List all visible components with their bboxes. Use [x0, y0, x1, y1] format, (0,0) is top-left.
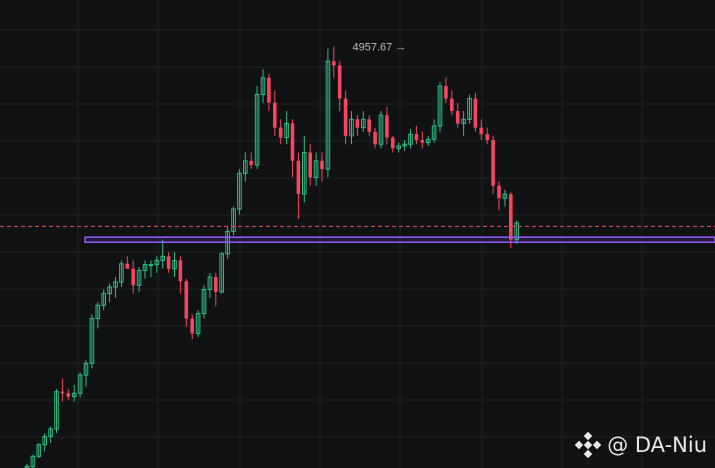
candle-body[interactable] [444, 86, 448, 99]
candle-body[interactable] [431, 125, 437, 140]
candle-body[interactable] [491, 140, 495, 186]
candle-body[interactable] [77, 374, 83, 394]
candle-body[interactable] [296, 160, 301, 195]
candle-body[interactable] [349, 118, 354, 137]
candle-body[interactable] [414, 134, 419, 141]
candle-body[interactable] [142, 264, 148, 271]
candle-body[interactable] [402, 143, 407, 147]
candle-body[interactable] [195, 313, 201, 335]
candle-body[interactable] [190, 318, 194, 334]
candle-body[interactable] [237, 172, 242, 210]
candle-body[interactable] [514, 222, 520, 241]
candle-body[interactable] [373, 131, 377, 145]
candle-body[interactable] [48, 428, 53, 437]
candle-body[interactable] [455, 111, 460, 124]
candle-body[interactable] [450, 98, 454, 112]
candle-series [24, 46, 520, 468]
candle-body[interactable] [172, 259, 177, 270]
candle-body[interactable] [425, 138, 431, 144]
candle-body[interactable] [249, 160, 253, 165]
candle-body[interactable] [467, 98, 472, 120]
candle-body[interactable] [101, 293, 107, 306]
peak-price-label: 4957.67 → [353, 42, 407, 54]
candle-body[interactable] [254, 93, 260, 166]
candle-body[interactable] [60, 391, 65, 394]
candle-body[interactable] [148, 264, 154, 267]
candle-body[interactable] [243, 160, 248, 174]
candle-body[interactable] [378, 114, 384, 145]
candle-body[interactable] [219, 253, 224, 293]
candle-body[interactable] [313, 160, 319, 178]
candle-body[interactable] [290, 123, 295, 161]
candle-body[interactable] [214, 277, 218, 292]
candle-body[interactable] [54, 391, 59, 430]
candle-body[interactable] [278, 127, 283, 138]
watermark: @ DA-Niu [575, 432, 707, 458]
candle-body[interactable] [267, 77, 271, 103]
candle-body[interactable] [437, 85, 443, 127]
candle-body[interactable] [408, 133, 413, 145]
candle-body[interactable] [30, 455, 36, 467]
candle-body[interactable] [502, 193, 508, 199]
candle-body[interactable] [385, 115, 389, 138]
binance-diamond-icon [575, 432, 602, 458]
candle-body[interactable] [154, 259, 160, 266]
candle-body[interactable] [273, 102, 277, 128]
candle-body[interactable] [479, 127, 484, 135]
candle-body[interactable] [166, 256, 171, 269]
candle-body[interactable] [325, 60, 331, 170]
candle-body[interactable] [201, 289, 207, 315]
candle-body[interactable] [131, 268, 135, 286]
candle-body[interactable] [420, 140, 425, 143]
candle-body[interactable] [66, 393, 71, 397]
candle-body[interactable] [184, 281, 189, 319]
candle-body[interactable] [337, 65, 342, 99]
support-zone[interactable] [84, 236, 715, 243]
candle-body[interactable] [343, 98, 348, 136]
candle-body[interactable] [485, 134, 489, 141]
watermark-text: @ DA-Niu [607, 433, 707, 457]
candle-body[interactable] [231, 208, 236, 232]
candle-body[interactable] [136, 269, 142, 286]
candle-body[interactable] [42, 435, 48, 446]
candle-body[interactable] [497, 185, 501, 199]
candle-body[interactable] [396, 145, 401, 149]
candle-body[interactable] [308, 152, 312, 178]
candle-body[interactable] [473, 98, 478, 128]
candle-body[interactable] [284, 122, 289, 139]
candle-body[interactable] [36, 444, 42, 457]
candle-body[interactable] [361, 118, 366, 129]
candle-body[interactable] [83, 362, 89, 376]
candle-body[interactable] [125, 263, 130, 269]
candle-body[interactable] [260, 77, 266, 95]
candle-body[interactable] [320, 160, 324, 170]
candle-body[interactable] [107, 286, 112, 295]
candle-body[interactable] [89, 318, 95, 364]
candle-body[interactable] [207, 276, 213, 291]
candle-body[interactable] [113, 281, 118, 288]
candle-body[interactable] [509, 194, 513, 240]
candle-body[interactable] [391, 137, 395, 149]
candle-body[interactable] [461, 118, 466, 124]
candle-body[interactable] [119, 263, 124, 283]
candle-body[interactable] [95, 304, 101, 320]
candle-body[interactable] [367, 119, 371, 132]
candle-body[interactable] [302, 152, 307, 195]
candle-body[interactable] [24, 465, 30, 468]
candle-body[interactable] [71, 392, 77, 398]
candle-body[interactable] [160, 255, 165, 261]
candle-body[interactable] [332, 61, 336, 66]
candle-body[interactable] [355, 119, 360, 128]
candle-body[interactable] [178, 260, 183, 282]
